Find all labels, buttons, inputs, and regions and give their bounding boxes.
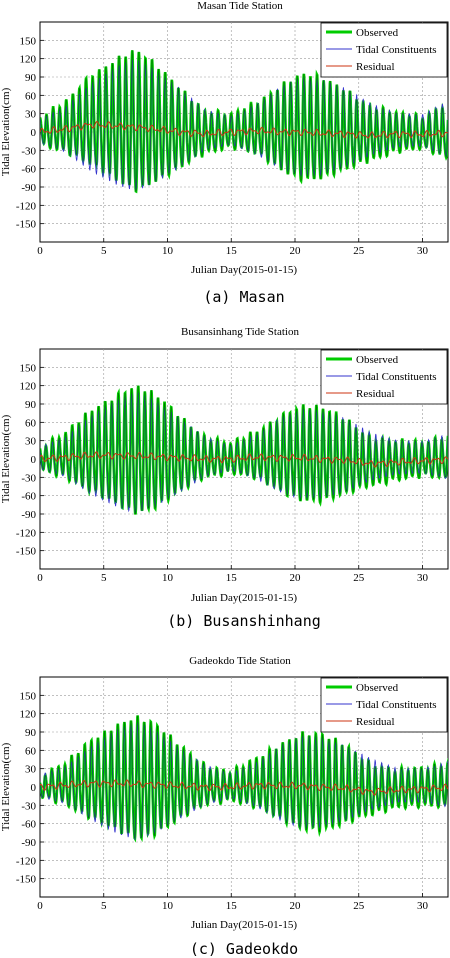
chart-panel-2: Busansinhang Tide Station -150 -120 -90 -60 -… xyxy=(0,326,449,630)
x-tick-label: 10 xyxy=(162,572,174,584)
x-tick-label: 5 xyxy=(101,245,107,257)
x-tick-label: 0 xyxy=(37,900,43,912)
x-tick-label: 30 xyxy=(417,245,429,257)
y-tick-label: 0 xyxy=(31,454,37,466)
legend-label: Residual xyxy=(356,61,395,73)
figure-caption: (a) Masan xyxy=(203,288,284,306)
y-tick-label: 90 xyxy=(25,727,37,739)
x-tick-label: 0 xyxy=(37,572,43,584)
legend-label: Tidal Constituents xyxy=(356,371,437,383)
y-tick-label: 150 xyxy=(20,362,37,374)
y-tick-label: 0 xyxy=(31,782,37,794)
y-tick-label: -60 xyxy=(21,491,36,503)
figure-caption: (c) Gadeokdo xyxy=(190,940,298,958)
legend-label: Tidal Constituents xyxy=(356,44,437,56)
chart-panel-1: Masan Tide Station -150 -120 -90 -60 -30 0 30 60… xyxy=(0,0,449,306)
x-tick-label: 5 xyxy=(101,900,107,912)
y-tick-label: 90 xyxy=(25,399,37,411)
y-tick-label: 120 xyxy=(20,381,37,393)
y-tick-label: -60 xyxy=(21,819,36,831)
series-group xyxy=(40,715,448,843)
figure-caption: (b) Busanshinhang xyxy=(167,612,321,630)
x-tick-label: 15 xyxy=(226,245,238,257)
x-tick-label: 10 xyxy=(162,245,174,257)
x-tick-label: 15 xyxy=(226,900,238,912)
y-tick-label: 60 xyxy=(25,417,37,429)
legend-label: Observed xyxy=(356,27,399,39)
y-tick-label: -120 xyxy=(16,527,37,539)
y-tick-label: 90 xyxy=(25,72,37,84)
series-residual-line xyxy=(40,451,448,468)
y-tick-label: -120 xyxy=(16,200,37,212)
y-tick-label: 60 xyxy=(25,90,37,102)
series-residual-line xyxy=(40,779,448,796)
x-tick-label: 10 xyxy=(162,900,174,912)
legend-label: Residual xyxy=(356,388,395,400)
y-tick-label: -90 xyxy=(21,837,36,849)
y-tick-label: -150 xyxy=(16,219,37,231)
legend-label: Observed xyxy=(356,354,399,366)
x-tick-label: 15 xyxy=(226,572,238,584)
x-tick-label: 25 xyxy=(353,900,365,912)
series-group xyxy=(40,50,448,194)
y-tick-label: -30 xyxy=(21,145,36,157)
series-observed-core-line xyxy=(40,385,448,515)
x-tick-label: 30 xyxy=(417,572,429,584)
y-tick-label: -60 xyxy=(21,164,36,176)
y-tick-label: -120 xyxy=(16,855,37,867)
legend-label: Residual xyxy=(356,716,395,728)
y-tick-label: 30 xyxy=(25,109,37,121)
x-axis-label: Julian Day(2015-01-15) xyxy=(191,592,297,604)
y-tick-label: 60 xyxy=(25,745,37,757)
x-tick-label: 30 xyxy=(417,900,429,912)
y-axis-label: Tidal Elevation(cm) xyxy=(0,742,12,831)
y-tick-label: 30 xyxy=(25,436,37,448)
y-tick-label: 120 xyxy=(20,54,37,66)
x-tick-label: 25 xyxy=(353,245,365,257)
chart-title: Gadeokdo Tide Station xyxy=(189,655,291,667)
x-axis-label: Julian Day(2015-01-15) xyxy=(191,264,297,276)
y-tick-label: -30 xyxy=(21,800,36,812)
y-axis-label: Tidal Elevation(cm) xyxy=(0,414,12,503)
x-axis-label: Julian Day(2015-01-15) xyxy=(191,919,297,931)
series-observed-core-line xyxy=(40,715,448,840)
y-tick-label: 120 xyxy=(20,709,37,721)
x-tick-label: 0 xyxy=(37,245,43,257)
series-group xyxy=(40,385,448,515)
chart-panel-3: Gadeokdo Tide Station -150 -120 -90 -60 -30 0 3… xyxy=(0,655,449,958)
legend-label: Observed xyxy=(356,682,399,694)
series-observed-core-line xyxy=(40,50,448,192)
y-tick-label: -90 xyxy=(21,182,36,194)
legend: Observed Tidal Constituents Residual xyxy=(320,677,448,733)
legend-box xyxy=(320,22,448,78)
x-tick-label: 20 xyxy=(290,900,302,912)
y-tick-label: -150 xyxy=(16,546,37,558)
y-axis-label: Tidal Elevation(cm) xyxy=(0,87,12,176)
y-tick-label: 150 xyxy=(20,690,37,702)
legend: Observed Tidal Constituents Residual xyxy=(320,349,448,405)
y-tick-label: -30 xyxy=(21,472,36,484)
legend-label: Tidal Constituents xyxy=(356,699,437,711)
y-tick-label: 0 xyxy=(31,127,37,139)
chart-title: Masan Tide Station xyxy=(197,0,283,12)
y-tick-label: 30 xyxy=(25,764,37,776)
series-residual-line xyxy=(40,120,448,139)
x-tick-label: 5 xyxy=(101,572,107,584)
y-tick-label: -90 xyxy=(21,509,36,521)
legend: Observed Tidal Constituents Residual xyxy=(320,22,448,78)
y-tick-label: -150 xyxy=(16,874,37,886)
x-tick-label: 20 xyxy=(290,572,302,584)
x-tick-label: 20 xyxy=(290,245,302,257)
x-tick-label: 25 xyxy=(353,572,365,584)
y-tick-label: 150 xyxy=(20,35,37,47)
chart-title: Busansinhang Tide Station xyxy=(181,326,299,338)
